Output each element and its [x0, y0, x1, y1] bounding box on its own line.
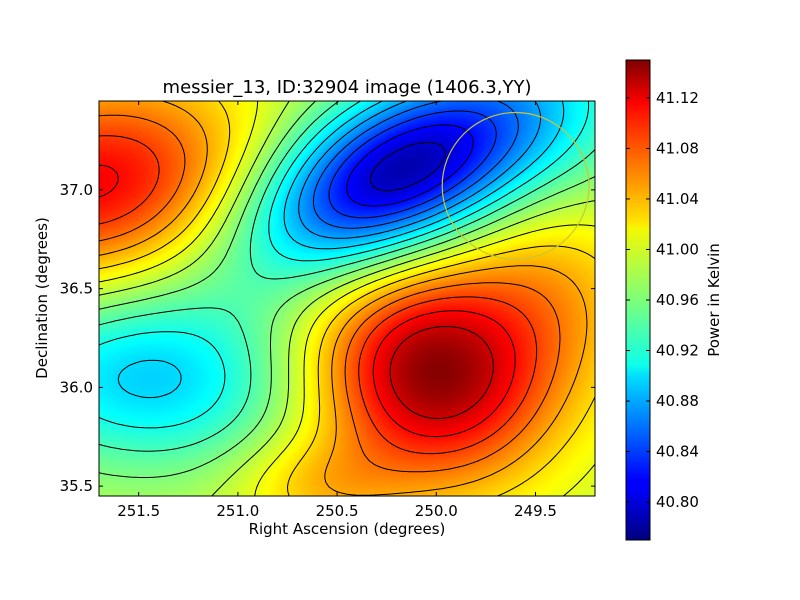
colorbar-tick-label: 40.88 [656, 392, 699, 410]
contour-line-10 [99, 101, 595, 496]
colorbar-ticks: 40.80 40.84 40.88 40.92 40.96 41.00 41.04 41.08… [626, 89, 699, 511]
colorbar-label: Power in Kelvin [705, 243, 723, 357]
heatmap-image [99, 101, 595, 496]
contour-line-5 [117, 101, 565, 399]
circle-marker [441, 111, 590, 260]
contour-line-13 [99, 114, 561, 473]
x-tick-label: 250.0 [415, 502, 458, 520]
y-tick-label: 35.5 [60, 477, 93, 495]
colorbar-tick-label: 41.08 [656, 139, 699, 157]
colorbar-tick-label: 41.12 [656, 89, 699, 107]
x-axis: 251.5 251.0 250.5 250.0 249.5 [117, 101, 557, 520]
colorbar-tick-label: 40.96 [656, 291, 699, 309]
plot-area [98, 100, 596, 497]
contour-line-11 [99, 101, 595, 496]
y-tick-label: 37.0 [60, 181, 93, 199]
y-axis-label: Declination (degrees) [33, 217, 51, 379]
contour-line-4 [298, 101, 542, 239]
y-tick-label: 36.0 [60, 378, 93, 396]
contour-line-8 [99, 101, 595, 478]
contour-line-9 [99, 101, 595, 496]
x-axis-label: Right Ascension (degrees) [249, 520, 446, 538]
plot-frame [98, 100, 596, 497]
colorbar-tick-label: 40.80 [656, 493, 699, 511]
contour-line-12 [99, 101, 588, 496]
x-tick-label: 251.5 [117, 502, 160, 520]
contour-line-0 [370, 141, 446, 192]
contour-lines [99, 101, 595, 496]
colorbar-tick-label: 41.04 [656, 190, 699, 208]
colorbar-tick-label: 40.92 [656, 342, 699, 360]
x-tick-label: 251.0 [216, 502, 259, 520]
y-axis: 35.5 36.0 36.5 37.0 [60, 181, 595, 495]
colorbar: 40.80 40.84 40.88 40.92 40.96 41.00 41.04 41.08… [625, 59, 723, 541]
chart-title: messier_13, ID:32904 image (1406.3,YY) [163, 77, 532, 98]
contour-line-7 [99, 101, 595, 452]
contour-line-14 [99, 135, 538, 455]
x-tick-label: 249.5 [514, 502, 557, 520]
contour-line-3 [312, 101, 519, 229]
contour-line-2 [328, 110, 497, 219]
colorbar-tick-label: 41.00 [656, 240, 699, 258]
y-tick-label: 36.5 [60, 280, 93, 298]
contour-line-15 [99, 164, 516, 438]
colorbar-tick-label: 40.84 [656, 443, 699, 461]
contour-line-16 [389, 326, 494, 419]
x-tick-label: 250.5 [316, 502, 359, 520]
contour-line-1 [346, 124, 474, 207]
